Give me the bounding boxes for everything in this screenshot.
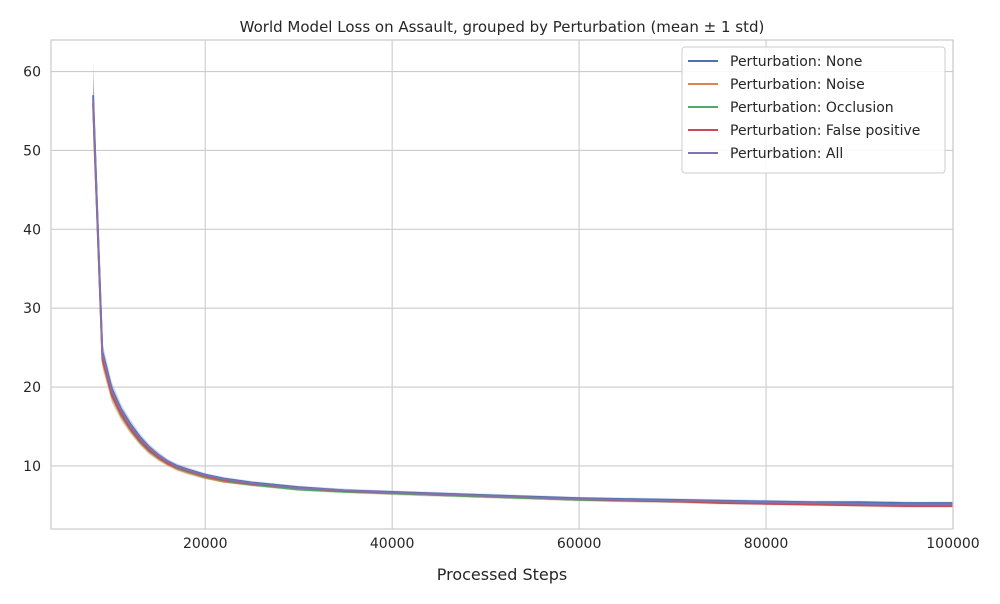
series-lines	[92, 95, 954, 508]
legend-label: Perturbation: None	[730, 54, 862, 70]
x-tick-label: 20000	[183, 536, 228, 552]
series-line-4	[92, 99, 953, 506]
y-tick-label: 30	[23, 301, 41, 317]
x-axis-ticks: 20000 40000 60000 80000 100000	[183, 536, 980, 552]
y-tick-label: 60	[23, 65, 41, 81]
y-tick-label: 40	[23, 222, 41, 238]
legend-label: Perturbation: False positive	[730, 123, 920, 139]
legend-label: Perturbation: Noise	[730, 77, 865, 93]
y-tick-label: 50	[23, 143, 41, 159]
y-tick-label: 10	[23, 459, 41, 475]
y-axis-ticks: 10 20 30 40 50 60	[23, 65, 41, 475]
x-axis-label: Processed Steps	[437, 565, 568, 584]
legend-label: Perturbation: Occlusion	[730, 100, 894, 116]
plot-frame	[50, 39, 954, 530]
legend-box	[681, 46, 946, 174]
y-tick-label: 20	[23, 380, 41, 396]
x-tick-label: 40000	[370, 536, 415, 552]
x-tick-label: 60000	[557, 536, 602, 552]
x-tick-label: 100000	[926, 536, 979, 552]
legend-label: Perturbation: All	[730, 146, 843, 162]
x-tick-label: 80000	[744, 536, 789, 552]
legend: Perturbation: None Perturbation: Noise Per…	[681, 46, 946, 174]
chart-title: World Model Loss on Assault, grouped by …	[240, 18, 765, 36]
